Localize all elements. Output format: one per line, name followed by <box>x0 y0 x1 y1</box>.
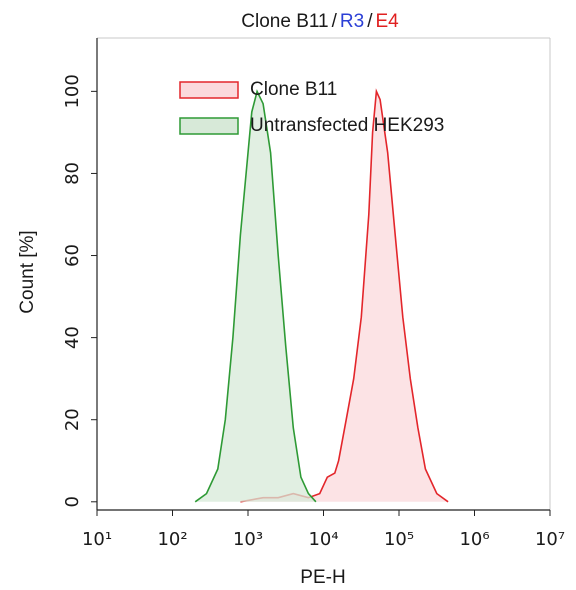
legend-label: Untransfected HEK293 <box>250 115 444 136</box>
title-part: R3 <box>340 11 364 32</box>
x-tick-label: 10² <box>157 529 187 550</box>
histogram-line <box>194 89 317 503</box>
legend-label: Clone B11 <box>250 79 337 100</box>
x-tick-label: 10³ <box>233 529 263 550</box>
x-axis-label: PE-H <box>300 567 345 588</box>
legend-swatch <box>179 117 239 135</box>
title-part: / <box>367 11 373 32</box>
y-tick-label: 40 <box>62 326 83 349</box>
y-tick-label: 80 <box>62 162 83 185</box>
title-part: / <box>332 11 338 32</box>
y-tick-label: 0 <box>62 496 83 507</box>
histogram-area <box>195 91 316 502</box>
y-tick-label: 100 <box>62 74 83 108</box>
y-axis-label: Count [%] <box>17 230 38 313</box>
x-tick-label: 10⁷ <box>535 529 565 550</box>
title-part: E4 <box>375 11 399 32</box>
x-tick-label: 10⁴ <box>308 529 338 550</box>
x-tick-label: 10⁶ <box>459 529 489 550</box>
histogram-area <box>240 91 449 502</box>
y-tick-label: 20 <box>62 408 83 431</box>
x-tick-label: 10¹ <box>82 529 112 550</box>
x-tick-label: 10⁵ <box>384 529 414 550</box>
chart-title: Clone B11/R3/E4 <box>241 11 399 32</box>
legend-swatch <box>179 81 239 99</box>
y-tick-label: 60 <box>62 244 83 267</box>
title-part: Clone B11 <box>241 11 328 32</box>
